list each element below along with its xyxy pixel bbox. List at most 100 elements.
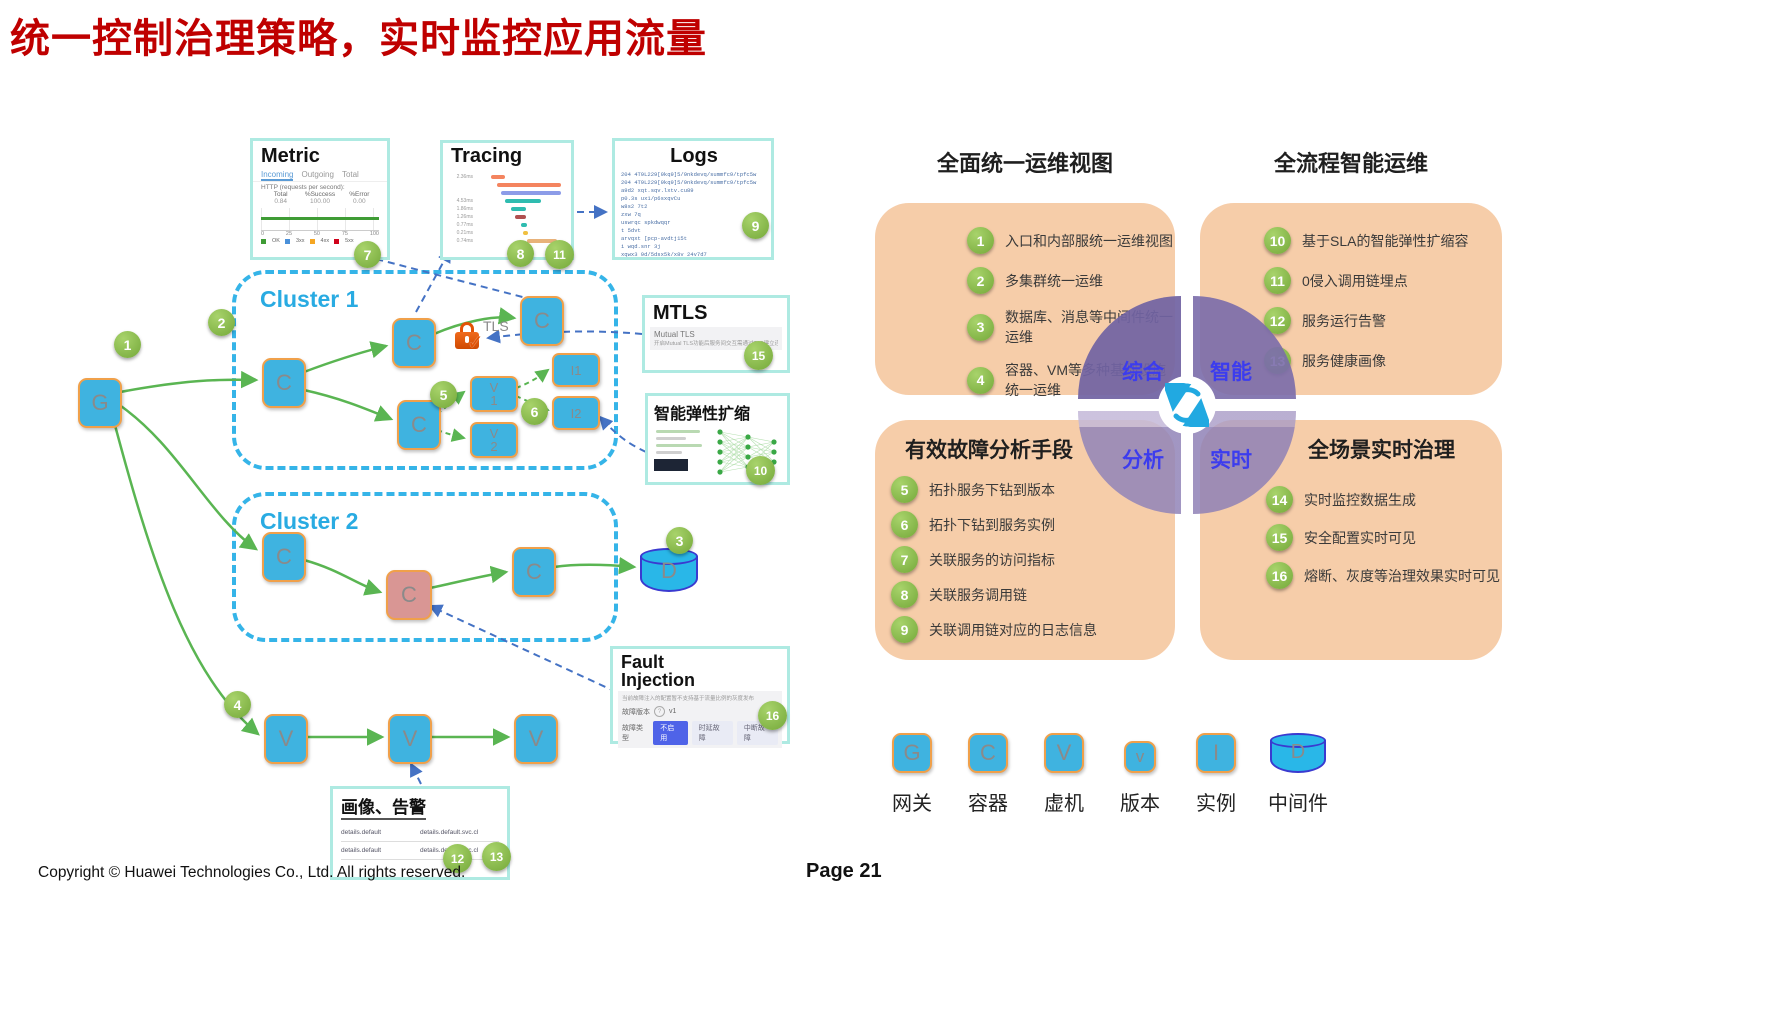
item-badge: 2 [967, 267, 994, 294]
node-vm-1: V [264, 714, 308, 764]
middleware-symbol: D [1290, 741, 1306, 763]
metric-legend: OK 3xx 4xx 5xx [261, 238, 379, 244]
item-badge: 6 [891, 511, 918, 538]
mtls-title: MTLS [653, 302, 708, 324]
fault-option-delay: 时延故障 [691, 721, 733, 745]
item-badge: 10 [1264, 227, 1291, 254]
logs-title: Logs [670, 145, 718, 167]
elastic-content [648, 426, 787, 482]
page-number: Page 21 [806, 860, 882, 882]
profile-table: details.default details.default.svc.cl d… [341, 824, 499, 860]
version-symbol: v [1124, 741, 1156, 773]
legend-gateway: G 网关 [880, 733, 944, 816]
metric-val-error: 0.00 [352, 198, 366, 205]
item-badge: 4 [967, 366, 994, 394]
fault-type-row: 故障类型 不启用 时延故障 中断故障 [622, 721, 779, 745]
step-badge-5: 5 [430, 381, 457, 408]
fault-injection-card: Fault Injection 当前故障注入的配置暂不支持基于流量比例的灰度发布… [610, 646, 790, 748]
step-badge-1: 1 [114, 331, 141, 358]
item-text: 服务健康画像 [1302, 352, 1386, 369]
list-item: 12 服务运行告警 [1264, 307, 1502, 334]
metric-x-axis: 0 25 50 75 100 [261, 231, 379, 237]
log-lines: 204 4T9L229[9kq9]5/9nkdevq/summfc9/tpfc5… [621, 171, 757, 258]
item-text: 关联调用链对应的日志信息 [929, 621, 1097, 638]
node-container-c2-entry: C [262, 532, 306, 582]
item-text: 0侵入调用链埋点 [1302, 272, 1408, 289]
legend-vm: V 虚机 [1032, 733, 1096, 816]
profile-alarm-card: 画像、告警 details.default details.default.sv… [330, 786, 510, 880]
elastic-terminal-thumb [654, 459, 688, 471]
node-gateway: G [78, 378, 122, 428]
card-badge-9: 9 [742, 212, 769, 239]
list-item: 14 实时监控数据生成 [1266, 486, 1502, 513]
item-text: 关联服务调用链 [929, 586, 1027, 603]
card-badge-10: 10 [746, 456, 775, 485]
node-container-c2-exit: C [512, 547, 556, 597]
list-item: 9 关联调用链对应的日志信息 [891, 616, 1175, 643]
gateway-symbol: G [892, 733, 932, 773]
node-vm-3: V [514, 714, 558, 764]
legend-label: 虚机 [1044, 793, 1084, 815]
tick: 25 [285, 231, 293, 237]
node-container-c1-top: C [392, 318, 436, 368]
item-text: 入口和内部服统一运维视图 [1005, 232, 1173, 249]
item-text: 关联服务的访问指标 [929, 551, 1055, 568]
metric-tabs: Incoming Outgoing Total [253, 170, 387, 182]
legend-label: 中间件 [1268, 793, 1328, 815]
tick: 0 [261, 231, 265, 237]
panel-header-realtime-governance: 全场景实时治理 [1308, 439, 1455, 462]
step-badge-3: 3 [666, 527, 693, 554]
list-item: 5 拓扑服务下钻到版本 [891, 476, 1175, 503]
item-text: 拓扑下钻到服务实例 [929, 516, 1055, 533]
tls-label: TLS [483, 318, 509, 334]
legend-version: v 版本 [1108, 733, 1172, 816]
wheel-label-analysis: 分析 [1122, 449, 1164, 472]
item-badge: 5 [891, 476, 918, 503]
step-badge-2: 2 [208, 309, 235, 336]
cell: details.default [341, 829, 382, 836]
step-badge-6: 6 [521, 398, 548, 425]
legend-container: C 容器 [956, 733, 1020, 816]
item-badge: 3 [967, 313, 994, 341]
mtls-card: MTLS Mutual TLS 开启Mutual TLS功能后服务间交互需通过T… [642, 295, 790, 373]
list-item: 6 拓扑下钻到服务实例 [891, 511, 1175, 538]
elastic-network-graphic [717, 429, 777, 475]
tick: 100 [369, 231, 379, 237]
item-badge: 1 [967, 227, 994, 254]
item-text: 服务运行告警 [1302, 312, 1386, 329]
metric-card: Metric Incoming Outgoing Total HTTP (req… [250, 138, 390, 260]
tab-total: Total [341, 170, 359, 179]
fault-option-disabled: 不启用 [653, 721, 688, 745]
fault-title: Fault Injection [621, 652, 696, 690]
metric-columns: Total %Success %Error [253, 191, 387, 198]
cluster-1-label: Cluster 1 [260, 286, 359, 312]
legend-label: 实例 [1196, 793, 1236, 815]
mtls-desc: 开启Mutual TLS功能后服务间交互需通过TLS建立连接 [654, 341, 778, 347]
panel-header-unified-view: 全面统一运维视图 [936, 151, 1113, 176]
card-badge-15: 15 [744, 341, 773, 370]
metric-ok-series [261, 217, 379, 220]
table-row: details.default details.default.svc.cl [341, 842, 499, 860]
logs-card: Logs 204 4T9L229[9kq9]5/9nkdevq/summfc9/… [612, 138, 774, 260]
elastic-title: 智能弹性扩缩 [654, 406, 751, 423]
wheel-label-realtime: 实时 [1210, 449, 1252, 472]
list-item: 7 关联服务的访问指标 [891, 546, 1175, 573]
container-symbol: C [968, 733, 1008, 773]
cylinder-letter: D [661, 558, 677, 583]
tick: 50 [313, 231, 320, 237]
item-badge: 8 [891, 581, 918, 608]
legend-label: 容器 [968, 793, 1008, 815]
metric-col-error: %Error [349, 191, 370, 198]
item-text: 多集群统一运维 [1005, 272, 1103, 289]
fault-type-label: 故障类型 [622, 725, 643, 742]
fault-option-abort: 中断故障 [736, 721, 779, 745]
list-item: 2 多集群统一运维 [967, 267, 1175, 294]
item-text: 熔断、灰度等治理效果实时可见 [1304, 567, 1500, 584]
tab-incoming: Incoming [261, 170, 294, 181]
elastic-card: 智能弹性扩缩 [645, 393, 790, 485]
card-badge-8: 8 [507, 240, 534, 267]
node-vm-2: V [388, 714, 432, 764]
wheel-label-comprehensive: 综合 [1122, 361, 1164, 384]
node-middleware-db: D [640, 548, 698, 592]
